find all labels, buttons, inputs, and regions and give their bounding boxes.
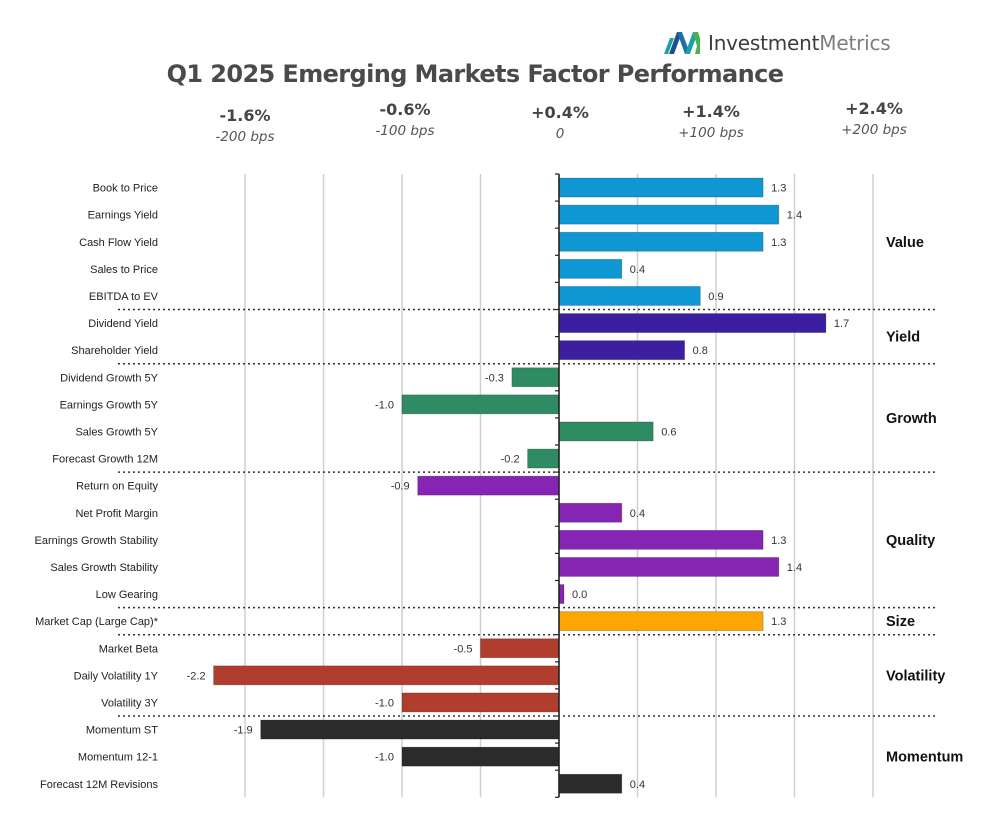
bar-market-cap-large-cap xyxy=(558,611,764,632)
bar-book-to-price xyxy=(558,177,764,198)
data-label: 1.3 xyxy=(771,183,786,195)
top-scale-bps: +100 bps xyxy=(678,125,744,141)
category-label: Market Cap (Large Cap)* xyxy=(35,616,159,628)
category-label: Dividend Growth 5Y xyxy=(60,372,158,384)
top-scale-pct: +0.4% xyxy=(531,103,589,122)
data-label: 0.4 xyxy=(630,508,645,520)
category-label: Volatility 3Y xyxy=(101,697,159,709)
bar-shareholder-yield xyxy=(558,340,685,361)
category-label: Sales to Price xyxy=(90,264,158,276)
category-label: Earnings Yield xyxy=(88,210,158,222)
category-label: Momentum ST xyxy=(86,725,158,737)
bar-dividend-growth-5y xyxy=(511,367,560,388)
data-label: 1.3 xyxy=(771,616,786,628)
bar-daily-volatility-1y xyxy=(213,665,560,686)
group-label-volatility: Volatility xyxy=(886,668,945,684)
category-label: Earnings Growth Stability xyxy=(35,535,159,547)
data-label: 1.7 xyxy=(834,318,849,330)
brand-name-light: Metrics xyxy=(819,31,891,55)
data-label: -0.2 xyxy=(501,454,520,466)
category-label: Forecast Growth 12M xyxy=(52,454,158,466)
data-label: -1.0 xyxy=(375,752,394,764)
category-label: Low Gearing xyxy=(96,589,158,601)
data-label: -2.2 xyxy=(187,670,206,682)
top-scale-bps: +200 bps xyxy=(841,122,907,138)
top-scale-label: +0.4% 0 xyxy=(500,103,620,142)
bar-market-beta xyxy=(480,638,560,659)
data-label: 0.4 xyxy=(630,779,645,791)
bar-earnings-growth-5y xyxy=(401,394,560,415)
brand-name-bold: Investment xyxy=(708,31,820,55)
group-label-size: Size xyxy=(886,614,915,630)
bar-sales-to-price xyxy=(558,258,623,279)
category-label: Book to Price xyxy=(93,183,158,195)
category-label: Sales Growth Stability xyxy=(50,562,158,574)
top-scale-pct: +2.4% xyxy=(845,99,903,118)
bar-return-on-equity xyxy=(417,475,560,496)
group-label-value: Value xyxy=(886,235,924,251)
brand-logo: InvestmentMetrics xyxy=(664,30,891,56)
group-label-momentum: Momentum xyxy=(886,750,963,766)
category-label: Forecast 12M Revisions xyxy=(40,779,158,791)
data-label: -1.0 xyxy=(375,697,394,709)
bar-momentum-12-1 xyxy=(401,746,560,767)
top-scale-pct: -0.6% xyxy=(379,100,431,119)
bar-earnings-growth-stability xyxy=(558,529,764,550)
data-label: -0.5 xyxy=(454,643,473,655)
brand-name: InvestmentMetrics xyxy=(708,31,891,55)
bar-dividend-yield xyxy=(558,313,827,333)
bar-net-profit-margin xyxy=(558,502,623,523)
chart-title: Q1 2025 Emerging Markets Factor Performa… xyxy=(166,60,784,88)
data-label: 0.9 xyxy=(708,291,723,303)
category-label: EBITDA to EV xyxy=(89,291,159,303)
top-scale-bps: -100 bps xyxy=(375,123,435,139)
category-label: Market Beta xyxy=(99,643,159,655)
bar-earnings-yield xyxy=(558,204,780,225)
group-label-growth: Growth xyxy=(886,411,937,427)
data-label: 0.6 xyxy=(661,426,676,438)
top-scale-pct: +1.4% xyxy=(682,102,740,121)
category-label: Dividend Yield xyxy=(88,318,158,330)
category-label: Return on Equity xyxy=(76,481,158,493)
group-label-yield: Yield xyxy=(886,330,920,346)
bar-momentum-st xyxy=(260,719,560,740)
category-label: Momentum 12-1 xyxy=(78,752,158,764)
top-scale-pct: -1.6% xyxy=(219,106,271,125)
data-label: 1.4 xyxy=(787,562,802,574)
data-label: -0.9 xyxy=(391,481,410,493)
data-label: -0.3 xyxy=(485,372,504,384)
bar-forecast-12m-revisions xyxy=(558,773,623,794)
bar-volatility-3y xyxy=(401,692,560,713)
data-label: 0.0 xyxy=(572,589,587,601)
category-label: Earnings Growth 5Y xyxy=(60,399,159,411)
bar-forecast-growth-12m xyxy=(527,448,560,469)
data-label: 1.4 xyxy=(787,210,802,222)
top-scale-bps: 0 xyxy=(555,126,565,142)
top-scale-label: -1.6% -200 bps xyxy=(185,106,305,145)
bar-ebitda-to-ev xyxy=(558,286,701,306)
bar-sales-growth-stability xyxy=(558,557,780,577)
category-label: Sales Growth 5Y xyxy=(75,426,158,438)
top-scale-bps: -200 bps xyxy=(215,129,275,145)
category-label: Shareholder Yield xyxy=(71,345,158,357)
category-label: Net Profit Margin xyxy=(75,508,158,520)
bar-sales-growth-5y xyxy=(558,421,654,442)
investmentmetrics-logo-icon xyxy=(664,32,700,54)
data-label: 0.4 xyxy=(630,264,645,276)
data-label: 1.3 xyxy=(771,237,786,249)
data-label: -1.0 xyxy=(375,399,394,411)
top-scale-label: +1.4% +100 bps xyxy=(651,102,771,141)
data-label: -1.9 xyxy=(234,725,253,737)
data-label: 1.3 xyxy=(771,535,786,547)
group-label-quality: Quality xyxy=(886,533,935,549)
category-label: Cash Flow Yield xyxy=(79,237,158,249)
top-scale-label: -0.6% -100 bps xyxy=(345,100,465,139)
category-label: Daily Volatility 1Y xyxy=(74,670,159,682)
top-scale-label: +2.4% +200 bps xyxy=(814,99,934,138)
data-label: 0.8 xyxy=(693,345,708,357)
bar-cash-flow-yield xyxy=(558,231,764,252)
